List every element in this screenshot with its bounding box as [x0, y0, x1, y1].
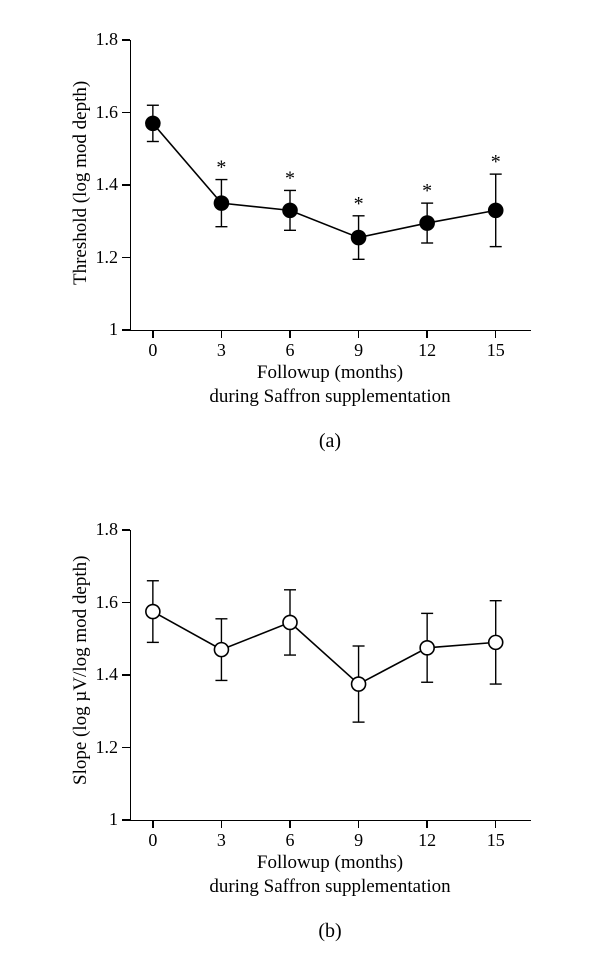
significance-star: * [422, 180, 432, 202]
panel-b-x-axis-label-line1: Followup (months) [130, 852, 530, 874]
panel-a-x-axis-label-line1: Followup (months) [130, 362, 530, 384]
series-line [153, 123, 496, 237]
data-point-marker [352, 677, 366, 691]
data-point-marker [352, 231, 366, 245]
data-point-marker [214, 643, 228, 657]
x-tick [495, 330, 497, 338]
panel-a-x-axis-label-line2: during Saffron supplementation [130, 386, 530, 408]
x-tick-label: 0 [138, 340, 168, 361]
data-point-marker [283, 203, 297, 217]
y-tick [122, 747, 130, 749]
y-tick [122, 39, 130, 41]
y-tick-label: 1 [109, 319, 118, 340]
significance-star: * [285, 167, 295, 189]
y-tick [122, 819, 130, 821]
x-tick-label: 12 [412, 830, 442, 851]
x-tick-label: 6 [275, 340, 305, 361]
x-tick [221, 820, 223, 828]
significance-star: * [491, 151, 501, 173]
x-tick-label: 3 [206, 340, 236, 361]
x-tick [426, 820, 428, 828]
x-tick [495, 820, 497, 828]
panel-a-caption: (a) [130, 430, 530, 453]
panel-a: * * * * * Threshold (log mod depth) Followup… [50, 30, 550, 460]
y-tick [122, 329, 130, 331]
y-tick-label: 1.6 [96, 592, 119, 613]
x-tick-label: 15 [481, 340, 511, 361]
y-tick [122, 602, 130, 604]
y-tick-label: 1.8 [96, 29, 119, 50]
panel-b-x-axis-label-line2: during Saffron supplementation [130, 876, 530, 898]
y-tick [122, 674, 130, 676]
x-tick-label: 9 [344, 830, 374, 851]
data-point-marker [214, 196, 228, 210]
y-tick-label: 1 [109, 809, 118, 830]
x-tick-label: 12 [412, 340, 442, 361]
figure-root: * * * * * Threshold (log mod depth) Followup… [0, 0, 600, 973]
y-tick [122, 184, 130, 186]
data-point-marker [283, 615, 297, 629]
panel-a-y-axis-label: Threshold (log mod depth) [70, 81, 92, 285]
x-tick [289, 820, 291, 828]
data-point-marker [420, 216, 434, 230]
x-tick-label: 6 [275, 830, 305, 851]
x-tick [426, 330, 428, 338]
x-tick [358, 820, 360, 828]
x-tick [152, 820, 154, 828]
panel-b-y-axis-label: Slope (log µV/log mod depth) [70, 556, 92, 785]
x-tick-label: 0 [138, 830, 168, 851]
data-point-marker [146, 605, 160, 619]
significance-star: * [354, 193, 364, 215]
data-point-marker [489, 635, 503, 649]
series-line [153, 612, 496, 685]
data-point-marker [489, 203, 503, 217]
x-tick-label: 3 [206, 830, 236, 851]
y-tick-label: 1.4 [96, 174, 119, 195]
y-tick-label: 1.4 [96, 664, 119, 685]
y-tick [122, 529, 130, 531]
y-tick-label: 1.2 [96, 247, 119, 268]
x-tick [358, 330, 360, 338]
data-point-marker [420, 641, 434, 655]
y-tick [122, 112, 130, 114]
x-tick [289, 330, 291, 338]
x-tick-label: 9 [344, 340, 374, 361]
x-tick [152, 330, 154, 338]
x-tick [221, 330, 223, 338]
significance-star: * [216, 157, 226, 179]
y-tick-label: 1.6 [96, 102, 119, 123]
data-point-marker [146, 116, 160, 130]
panel-b: Slope (log µV/log mod depth) Followup (m… [50, 520, 550, 950]
y-tick [122, 257, 130, 259]
y-tick-label: 1.2 [96, 737, 119, 758]
y-tick-label: 1.8 [96, 519, 119, 540]
x-tick-label: 15 [481, 830, 511, 851]
panel-b-caption: (b) [130, 920, 530, 943]
